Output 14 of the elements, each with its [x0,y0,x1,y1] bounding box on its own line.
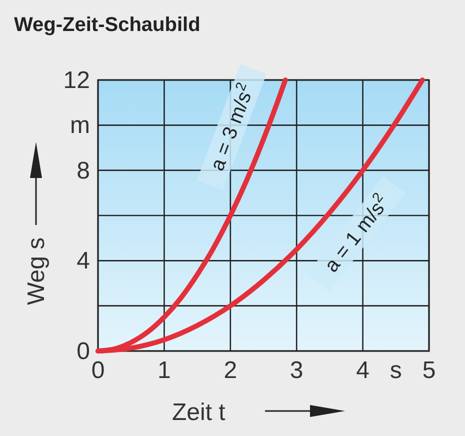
x-tick-label: s [390,357,402,384]
y-axis-title: Weg s [23,237,50,305]
chart-title: Weg-Zeit-Schaubild [14,14,200,36]
x-tick-label: 5 [422,357,436,384]
y-tick-label: 4 [76,248,90,275]
x-tick-label: 2 [224,357,238,384]
x-axis-title: Zeit t [172,399,226,426]
y-tick-label: 8 [76,157,90,184]
x-tick-label: 4 [356,357,370,384]
y-tick-label: m [70,112,90,140]
y-tick-label: 12 [63,67,90,94]
y-tick-label: 0 [76,338,90,365]
x-tick-label: 1 [158,357,171,384]
x-tick-label: 3 [290,357,304,384]
